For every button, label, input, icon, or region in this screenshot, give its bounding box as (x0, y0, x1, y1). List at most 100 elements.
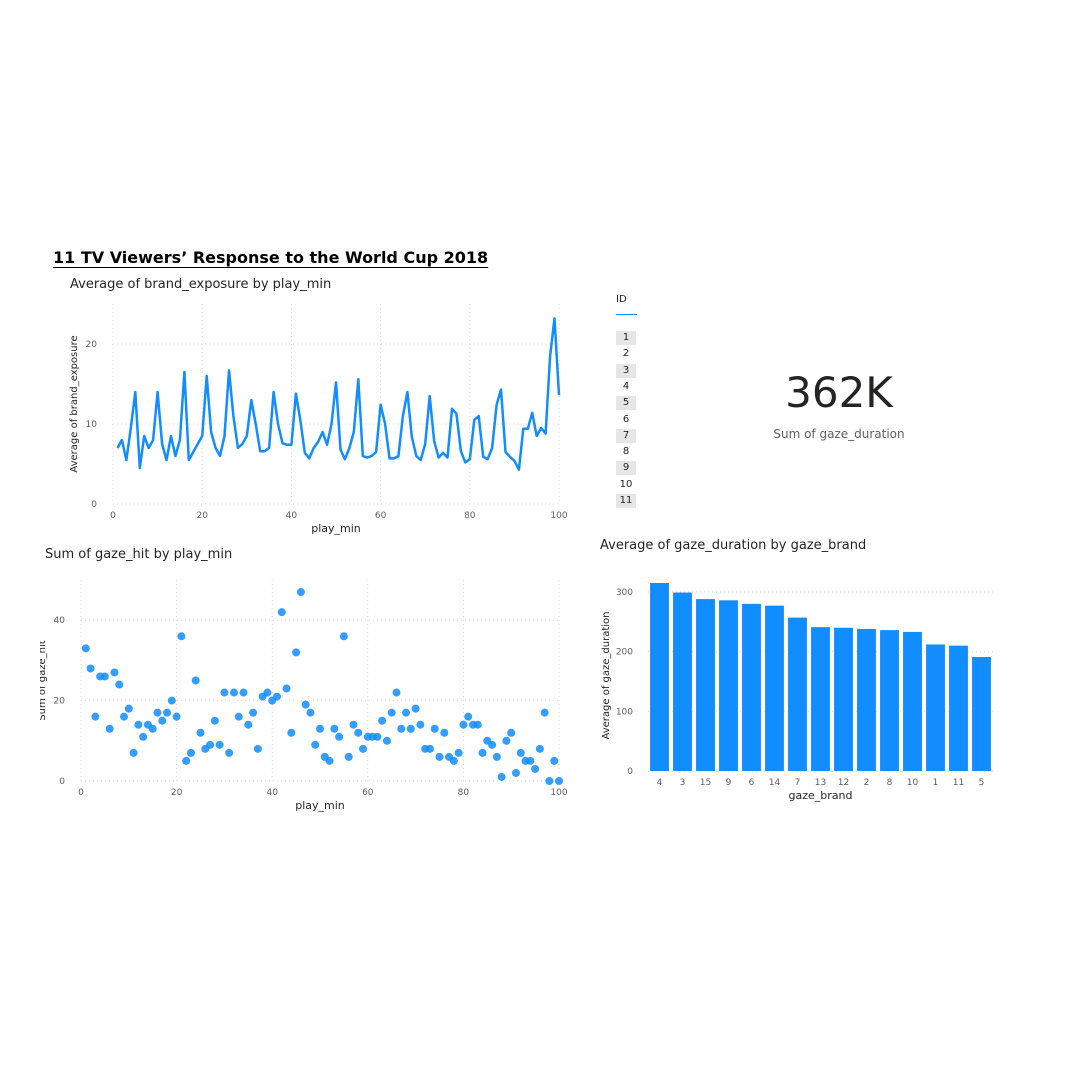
line-series (116, 317, 561, 471)
scatter-point (91, 712, 100, 721)
scatter-point (497, 772, 506, 781)
scatter-point (163, 708, 172, 717)
id-slicer-underline (616, 314, 637, 315)
scatter-point (550, 756, 559, 765)
scatter-point (196, 728, 205, 737)
scatter-point (100, 672, 109, 681)
x-tick-label: 7 (795, 778, 801, 788)
y-tick-label: 40 (54, 616, 66, 626)
scatter-point (139, 732, 148, 741)
x-tick-label: 4 (657, 778, 663, 788)
bar (903, 631, 922, 771)
y-axis-title: Sum of gaze_hit (40, 640, 48, 720)
scatter-point (316, 724, 324, 733)
scatter-point (325, 756, 334, 765)
x-tick-label: 1 (933, 778, 939, 788)
scatter-point (186, 748, 195, 757)
x-tick-label: 11 (953, 778, 964, 788)
scatter-point (153, 708, 162, 717)
bar (880, 630, 899, 771)
id-slicer-item-9[interactable]: 9 (616, 461, 636, 476)
x-tick-label: 5 (979, 778, 985, 788)
scatter-chart-title: Sum of gaze_hit by play_min (45, 547, 233, 562)
scatter-point (406, 724, 415, 733)
scatter-point (492, 752, 501, 761)
scatter-point (387, 708, 396, 717)
y-tick-label: 20 (54, 697, 66, 707)
scatter-chart[interactable]: 0 20 40 60 80 100 0 20 40 play_min Sum of gaze_hit (40, 570, 590, 820)
bar (926, 644, 945, 771)
id-slicer-item-4[interactable]: 4 (622, 380, 630, 392)
scatter-point (473, 720, 482, 729)
scatter-point (177, 632, 186, 641)
scatter-point (359, 744, 368, 753)
id-slicer-item-5[interactable]: 5 (616, 396, 636, 411)
scatter-point (502, 736, 511, 745)
line-chart[interactable]: 0 20 40 60 80 100 0 10 20 play_min Average of bran… (40, 290, 590, 540)
y-tick-label: 0 (627, 767, 633, 777)
bar (650, 582, 669, 771)
x-tick-label: 6 (749, 778, 755, 788)
scatter-point (416, 720, 425, 729)
scatter-point (531, 764, 540, 773)
scatter-point (239, 688, 248, 697)
bar (811, 627, 830, 771)
scatter-point (392, 688, 401, 697)
scatter-point (516, 748, 525, 757)
bar-chart-title: Average of gaze_duration by gaze_brand (600, 538, 867, 553)
scatter-point (129, 748, 138, 757)
scatter-point (301, 700, 310, 709)
y-tick-label: 20 (86, 340, 98, 350)
line-chart-title: Average of brand_exposure by play_min (70, 277, 332, 292)
scatter-point (373, 732, 382, 741)
id-slicer-item-7[interactable]: 7 (616, 428, 636, 443)
x-tick-label: 0 (110, 511, 116, 521)
scatter-point (282, 684, 291, 693)
y-axis-title: Average of brand_exposure (69, 335, 80, 472)
id-slicer-item-10[interactable]: 10 (619, 478, 633, 490)
scatter-point (425, 744, 434, 753)
scatter-point (115, 680, 124, 689)
x-tick-label: 13 (815, 778, 826, 788)
scatter-point (86, 664, 95, 673)
scatter-point (229, 688, 238, 697)
id-slicer-item-2[interactable]: 2 (622, 348, 630, 360)
scatter-point (330, 724, 339, 733)
scatter-point (277, 608, 286, 617)
id-slicer-item-8[interactable]: 8 (622, 446, 630, 458)
scatter-point (435, 752, 444, 761)
id-slicer-item-11[interactable]: 11 (616, 494, 636, 508)
scatter-point (526, 756, 535, 765)
scatter-point (335, 732, 344, 741)
x-tick-label: 60 (362, 788, 374, 798)
x-axis-title: play_min (295, 799, 345, 812)
scatter-point (382, 736, 391, 745)
scatter-point (402, 708, 411, 717)
scatter-point (459, 720, 468, 729)
scatter-point (292, 648, 301, 657)
id-slicer-item-6[interactable]: 6 (622, 413, 630, 425)
scatter-point (478, 748, 487, 757)
y-tick-label: 10 (86, 420, 98, 430)
scatter-point (148, 724, 157, 733)
id-slicer-item-3[interactable]: 3 (616, 363, 636, 378)
x-tick-label: 40 (266, 788, 278, 798)
bar (742, 603, 761, 771)
bar (788, 617, 807, 771)
scatter-point (215, 740, 224, 749)
scatter-point (507, 728, 516, 737)
x-axis-title: play_min (311, 522, 361, 535)
x-axis-title: gaze_brand (789, 789, 853, 802)
scatter-point (454, 748, 463, 757)
scatter-point (120, 712, 129, 721)
bar (673, 592, 692, 771)
scatter-point (349, 720, 358, 729)
id-slicer-item-1[interactable]: 1 (616, 331, 636, 345)
scatter-point (220, 688, 229, 697)
scatter-point (440, 728, 449, 737)
scatter-point (263, 688, 272, 697)
scatter-point (535, 744, 544, 753)
x-tick-label: 20 (171, 788, 183, 798)
scatter-point (378, 716, 387, 725)
